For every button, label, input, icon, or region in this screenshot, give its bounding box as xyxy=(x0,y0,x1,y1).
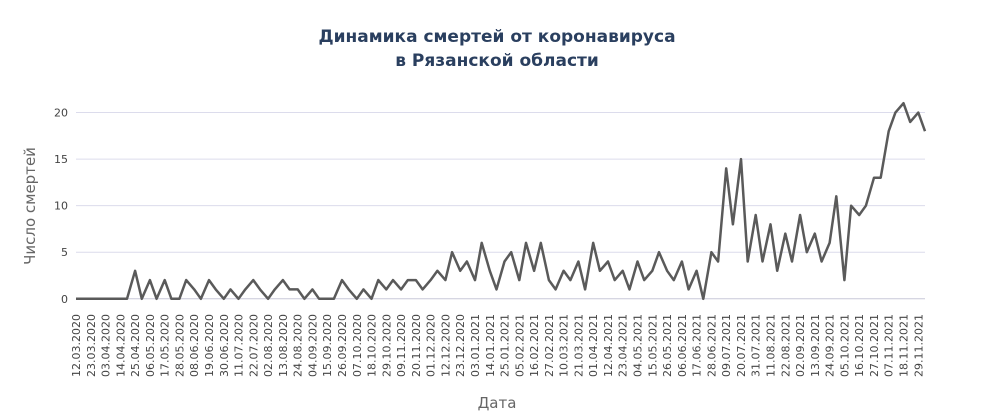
x-tick-label: 15.05.2021 xyxy=(646,314,659,377)
x-tick-label: 22.08.2021 xyxy=(779,314,792,377)
x-tick-label: 11.08.2021 xyxy=(765,314,778,377)
x-tick-label: 28.06.2021 xyxy=(705,314,718,377)
x-tick-label: 26.09.2020 xyxy=(336,314,349,377)
x-tick-label: 15.09.2020 xyxy=(321,314,334,377)
x-tick-label: 02.09.2021 xyxy=(794,314,807,377)
x-tick-label: 12.03.2020 xyxy=(70,314,83,377)
y-axis-title: Число смертей xyxy=(21,147,39,265)
x-tick-label: 20.07.2021 xyxy=(735,314,748,377)
x-tick-label: 22.07.2020 xyxy=(247,314,260,377)
x-tick-label: 19.06.2020 xyxy=(203,314,216,377)
chart-title: Динамика смертей от коронавируса xyxy=(318,27,675,47)
x-tick-label: 21.03.2021 xyxy=(572,314,585,377)
x-tick-label: 16.02.2021 xyxy=(528,314,541,377)
x-tick-label: 23.03.2020 xyxy=(85,314,98,377)
x-tick-label: 20.11.2020 xyxy=(410,314,423,377)
y-tick-label: 15 xyxy=(54,153,68,166)
x-tick-label: 10.03.2021 xyxy=(558,314,571,377)
x-tick-label: 05.02.2021 xyxy=(513,314,526,377)
x-tick-label: 27.10.2021 xyxy=(868,314,881,377)
x-tick-label: 14.01.2021 xyxy=(484,314,497,377)
x-tick-label: 27.02.2021 xyxy=(543,314,556,377)
data-line xyxy=(76,101,927,301)
x-tick-label: 09.07.2021 xyxy=(720,314,733,377)
y-tick-label: 0 xyxy=(61,293,68,306)
x-tick-label: 24.08.2020 xyxy=(292,314,305,377)
x-tick-label: 01.04.2021 xyxy=(587,314,600,377)
x-tick-label: 05.10.2021 xyxy=(838,314,851,377)
x-tick-label: 31.07.2021 xyxy=(750,314,763,377)
x-tick-label: 23.04.2021 xyxy=(617,314,630,377)
x-tick-label: 11.07.2020 xyxy=(233,314,246,377)
y-tick-label: 10 xyxy=(54,200,68,213)
x-tick-label: 03.01.2021 xyxy=(469,314,482,377)
y-tick-label: 20 xyxy=(54,107,68,120)
x-tick-label: 03.04.2020 xyxy=(100,314,113,377)
x-tick-label: 29.11.2021 xyxy=(912,314,925,377)
x-tick-label: 07.10.2020 xyxy=(351,314,364,377)
x-tick-label: 14.04.2020 xyxy=(114,314,127,377)
x-tick-label: 24.09.2021 xyxy=(824,314,837,377)
x-tick-label: 28.05.2020 xyxy=(173,314,186,377)
y-tick-label: 5 xyxy=(61,246,68,259)
x-tick-label: 01.12.2020 xyxy=(425,314,438,377)
x-tick-label: 16.10.2021 xyxy=(853,314,866,377)
x-tick-label: 06.05.2020 xyxy=(144,314,157,377)
x-tick-label: 23.12.2020 xyxy=(454,314,467,377)
x-tick-label: 30.06.2020 xyxy=(218,314,231,377)
x-tick-label: 04.09.2020 xyxy=(306,314,319,377)
x-tick-label: 06.06.2021 xyxy=(676,314,689,377)
x-tick-label: 07.11.2021 xyxy=(883,314,896,377)
x-tick-label: 09.11.2020 xyxy=(395,314,408,377)
x-axis-title: Дата xyxy=(478,394,517,412)
x-tick-label: 13.08.2020 xyxy=(277,314,290,377)
x-tick-label: 26.05.2021 xyxy=(661,314,674,377)
x-tick-label: 25.04.2020 xyxy=(129,314,142,377)
x-tick-label: 25.01.2021 xyxy=(499,314,512,377)
x-tick-label: 08.06.2020 xyxy=(188,314,201,377)
x-tick-label: 12.04.2021 xyxy=(602,314,615,377)
x-tick-label: 17.06.2021 xyxy=(691,314,704,377)
x-tick-label: 17.05.2020 xyxy=(159,314,172,377)
x-tick-label: 29.10.2020 xyxy=(380,314,393,377)
x-tick-label: 04.05.2021 xyxy=(632,314,645,377)
x-tick-label: 02.08.2020 xyxy=(262,314,275,377)
x-tick-label: 18.11.2021 xyxy=(898,314,911,377)
x-tick-label: 13.09.2021 xyxy=(809,314,822,377)
x-tick-label: 18.10.2020 xyxy=(366,314,379,377)
chart-title: в Рязанской области xyxy=(395,51,599,71)
x-tick-label: 12.12.2020 xyxy=(439,314,452,377)
